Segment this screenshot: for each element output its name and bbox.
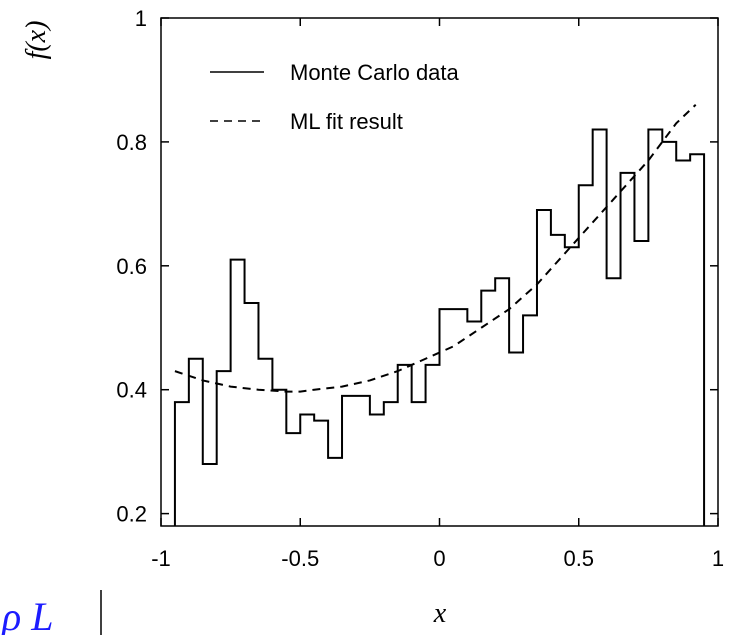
x-tick-label-3: 0.5: [563, 546, 594, 571]
series-ml-fit-result: [174, 104, 697, 393]
tick-marks: [160, 17, 719, 526]
y-tick-label-0: 0.2: [116, 502, 147, 527]
legend-label-ml-fit: ML fit result: [290, 109, 403, 134]
x-tick-label-1: -0.5: [281, 546, 319, 571]
y-tick-label-1: 0.4: [116, 378, 147, 403]
series-layer: [173, 104, 706, 526]
page-fragment-text: ρ L: [0, 594, 53, 635]
tick-labels: -1 -0.5 0 0.5 1 0.2 0.4 0.6 0.8 1: [116, 6, 724, 571]
y-tick-label-4: 1: [135, 6, 147, 31]
x-tick-label-0: -1: [151, 546, 171, 571]
y-axis-title: f(x): [21, 21, 52, 60]
y-tick-label-2: 0.6: [116, 254, 147, 279]
x-tick-label-4: 1: [712, 546, 724, 571]
x-axis-title: x: [433, 598, 447, 629]
y-tick-label-3: 0.8: [116, 130, 147, 155]
x-tick-label-2: 0: [433, 546, 445, 571]
legend-label-monte-carlo: Monte Carlo data: [290, 60, 460, 85]
series-monte-carlo-data: [173, 128, 706, 526]
legend: Monte Carlo data ML fit result: [210, 60, 460, 134]
